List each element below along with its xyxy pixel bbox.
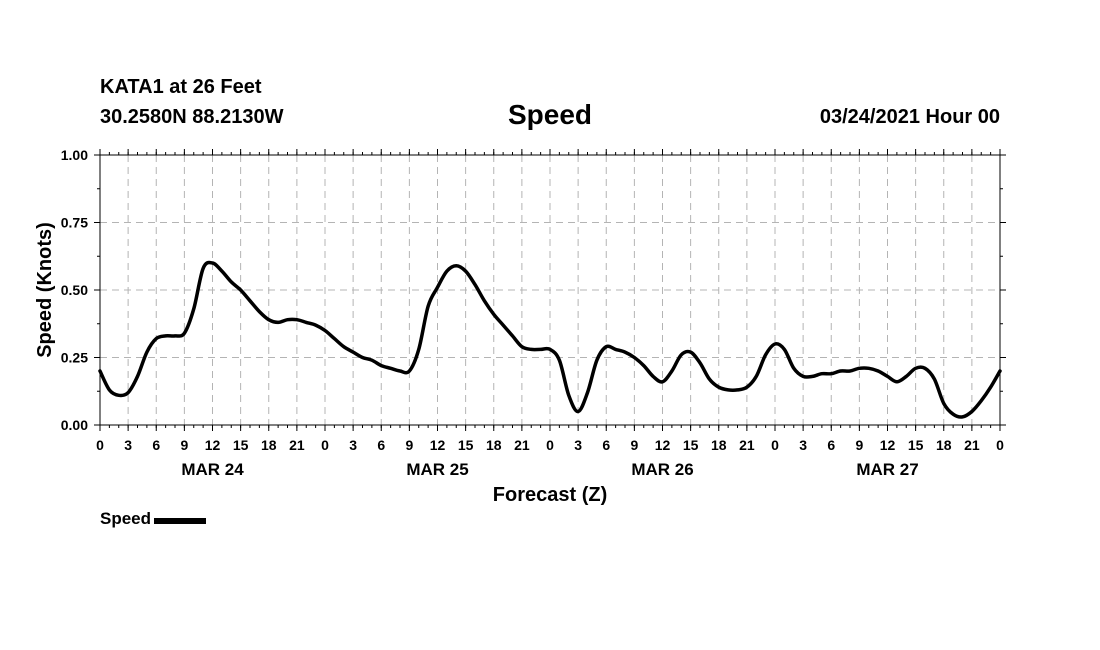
x-tick-label: 21 [514,437,530,453]
y-tick-label: 1.00 [61,147,88,163]
x-tick-label: 6 [827,437,835,453]
x-axis-label: Forecast (Z) [493,484,607,506]
x-tick-labels: 0 3 6 9 12 15 18 21 0 3 6 9 12 15 18 21 0 3 6 9 12 15 18 21 0 3 6 9… [96,437,1004,453]
x-tick-label: 12 [430,437,446,453]
date-label: MAR 24 [181,460,244,479]
x-tick-label: 9 [405,437,413,453]
x-tick-label: 0 [96,437,104,453]
date-labels: MAR 24 MAR 25 MAR 26 MAR 27 [181,460,918,479]
x-tick-label: 3 [574,437,582,453]
x-tick-label: 21 [739,437,755,453]
date-label: MAR 26 [631,460,693,479]
date-label: MAR 25 [406,460,468,479]
x-tick-label: 0 [771,437,779,453]
x-tick-label: 9 [855,437,863,453]
x-tick-label: 15 [458,437,474,453]
legend: Speed [100,509,207,529]
x-tick-label: 3 [124,437,132,453]
x-tick-label: 21 [964,437,980,453]
y-tick-labels: 0.00 0.25 0.50 0.75 1.00 [61,147,88,433]
y-tick-label: 0.75 [61,215,88,231]
x-tick-label: 18 [261,437,277,453]
y-tick-label: 0.25 [61,350,88,366]
x-tick-label: 9 [630,437,638,453]
station-label: KATA1 at 26 Feet [100,76,262,98]
x-tick-label: 15 [683,437,699,453]
x-tick-label: 18 [936,437,952,453]
x-tick-label: 6 [377,437,385,453]
date-label: MAR 27 [856,460,918,479]
legend-label: Speed [100,509,152,528]
legend-line-swatch [154,517,207,524]
speed-series-line [98,260,1002,419]
grid [100,155,1000,425]
x-tick-label: 6 [152,437,160,453]
x-tick-label: 12 [205,437,221,453]
x-tick-label: 0 [546,437,554,453]
x-tick-label: 3 [349,437,357,453]
y-tick-label: 0.50 [61,282,88,298]
x-tick-label: 18 [711,437,727,453]
x-tick-label: 0 [996,437,1004,453]
station-coordinates: 30.2580N 88.2130W [100,106,284,128]
y-axis-label: Speed (Knots) [34,222,56,358]
x-tick-label: 12 [880,437,896,453]
x-tick-label: 0 [321,437,329,453]
x-tick-label: 12 [655,437,671,453]
x-tick-label: 6 [602,437,610,453]
forecast-datetime: 03/24/2021 Hour 00 [819,106,1000,128]
x-tick-label: 18 [486,437,502,453]
chart-title: Speed [507,99,593,130]
x-tick-label: 15 [233,437,249,453]
y-tick-label: 0.00 [61,417,88,433]
x-tick-label: 21 [289,437,305,453]
x-tick-label: 3 [799,437,807,453]
x-tick-label: 9 [180,437,188,453]
x-tick-label: 15 [908,437,924,453]
tick-marks [94,149,1006,431]
